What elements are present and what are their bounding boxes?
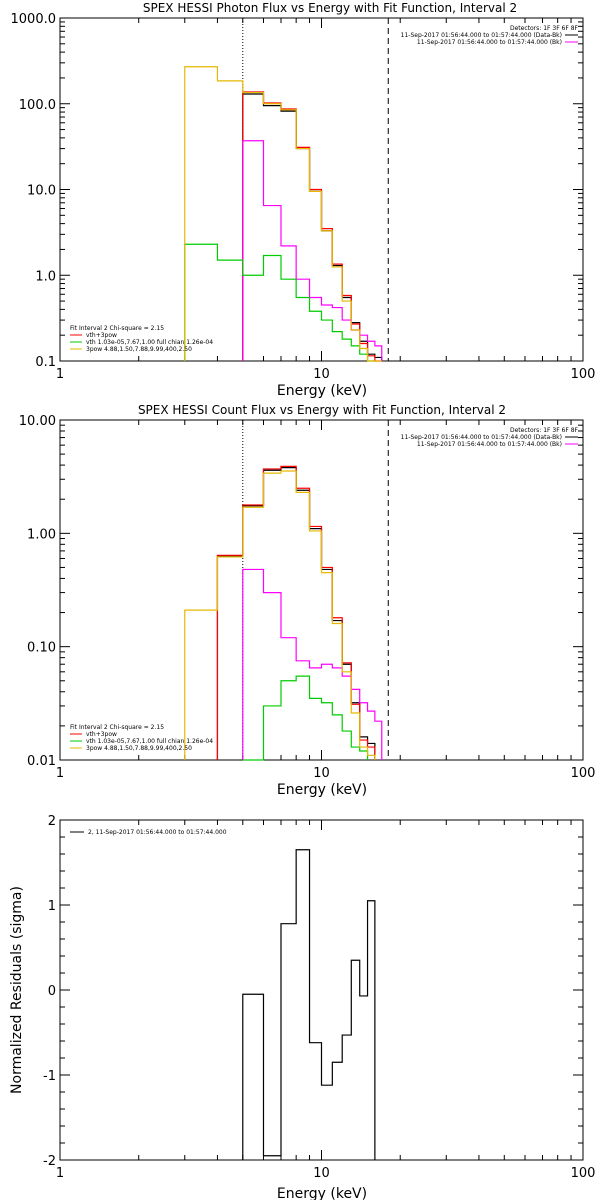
residuals-plot-frame: [59, 819, 584, 1161]
count-y-tick-label: 1.00: [27, 527, 56, 542]
count-chart-title: SPEX HESSI Count Flux vs Energy with Fit…: [138, 403, 506, 417]
photon-legend-left: Fit Interval 2 Chi-square = 2.15 vth+3po…: [70, 325, 213, 353]
count-legend-vth3pow: vth+3pow: [86, 731, 117, 738]
photon-flux-panel: SPEX HESSI Photon Flux vs Energy with Fi…: [11, 1, 596, 399]
photon-chart-title: SPEX HESSI Photon Flux vs Energy with Fi…: [143, 1, 517, 15]
count-series-black: [216, 467, 376, 760]
photon-legend-right: Detectors: 1F 3F 6F 8F 11-Sep-2017 01:56…: [401, 25, 579, 46]
photon-y-tick-label: 100.0: [19, 98, 56, 113]
count-x-axis-label: Energy (keV): [277, 782, 367, 798]
photon-legend-databk: 11-Sep-2017 01:56:44.000 to 01:57:44.000…: [401, 32, 562, 39]
photon-y-tick-label: 1000.0: [11, 12, 57, 27]
residuals-y-tick-label: -1: [43, 1069, 56, 1084]
photon-legend-3pow: 3pow 4.88,1.50,7.88,9.99,400,2.50: [86, 346, 192, 353]
count-legend-fit-interval: Fit Interval 2 Chi-square = 2.15: [70, 724, 164, 731]
photon-x-axis-label: Energy (keV): [277, 383, 367, 399]
photon-x-tick-label: 10: [313, 367, 330, 382]
count-legend-detectors: Detectors: 1F 3F 6F 8F: [510, 427, 579, 434]
residuals-x-axis-label: Energy (keV): [277, 1186, 367, 1200]
count-x-tick-label: 10: [313, 766, 330, 781]
count-y-tick-label: 0.10: [27, 641, 56, 656]
residuals-panel: 1 10 100 -2 -1 0 1 2 2, 11-Sep-2017 01:56:44.00…: [9, 814, 595, 1200]
residuals-y-axis-label: Normalized Residuals (sigma): [9, 886, 25, 1094]
photon-series-green: [184, 243, 375, 362]
residuals-x-tick-label: 100: [571, 1166, 596, 1181]
residuals-y-tick-label: 2: [48, 814, 56, 829]
count-series-magenta: [242, 568, 383, 760]
photon-legend-bk: 11-Sep-2017 01:56:44.000 to 01:57:44.000…: [417, 39, 562, 46]
residuals-y-tick-label: -2: [43, 1154, 56, 1169]
count-plot-frame: [59, 419, 584, 761]
photon-legend-fit-interval: Fit Interval 2 Chi-square = 2.15: [70, 325, 164, 332]
count-y-tick-label: 10.00: [19, 414, 56, 429]
residuals-x-tick-label: 10: [313, 1166, 330, 1181]
count-legend-3pow: 3pow 4.88,1.50,7.88,9.99,400,2.50: [86, 745, 192, 752]
count-series-red: [216, 465, 376, 760]
residuals-y-tick-label: 1: [48, 899, 56, 914]
residuals-x-tick-label: 1: [56, 1166, 64, 1181]
count-y-tick-label: 0.01: [27, 754, 56, 769]
count-x-tick-label: 100: [571, 766, 596, 781]
photon-y-tick-label: 0.1: [35, 355, 56, 370]
photon-series-yellow: [184, 66, 382, 362]
count-x-tick-label: 1: [56, 766, 64, 781]
residuals-y-tick-label: 0: [48, 984, 56, 999]
photon-legend-detectors: Detectors: 1F 3F 6F 8F: [510, 25, 579, 32]
count-legend-left: Fit Interval 2 Chi-square = 2.15 vth+3po…: [70, 724, 213, 752]
count-legend-databk: 11-Sep-2017 01:56:44.000 to 01:57:44.000…: [401, 434, 562, 441]
photon-y-tick-label: 10.0: [27, 184, 56, 199]
count-legend-bk: 11-Sep-2017 01:56:44.000 to 01:57:44.000…: [417, 441, 562, 448]
photon-legend-vth: vth 1.03e-05,7.67,1.00 full chian 1.26e-…: [86, 339, 213, 346]
count-legend-vth: vth 1.03e-05,7.67,1.00 full chian 1.26e-…: [86, 738, 213, 745]
residuals-series-black: [242, 849, 376, 1160]
photon-x-tick-label: 100: [571, 367, 596, 382]
count-series-yellow: [184, 470, 376, 760]
residuals-legend-label: 2, 11-Sep-2017 01:56:44.000 to 01:57:44.…: [88, 829, 227, 836]
count-legend-right: Detectors: 1F 3F 6F 8F 11-Sep-2017 01:56…: [401, 427, 579, 448]
count-flux-panel: SPEX HESSI Count Flux vs Energy with Fit…: [19, 403, 596, 798]
residuals-legend: 2, 11-Sep-2017 01:56:44.000 to 01:57:44.…: [70, 829, 227, 836]
photon-legend-vth3pow: vth+3pow: [86, 332, 117, 339]
photon-x-tick-label: 1: [56, 367, 64, 382]
count-series-green: [242, 675, 369, 761]
photon-series-red: [242, 91, 382, 362]
photon-y-tick-label: 1.0: [35, 269, 56, 284]
photon-series-black: [242, 93, 383, 361]
photon-series-magenta: [242, 140, 383, 361]
